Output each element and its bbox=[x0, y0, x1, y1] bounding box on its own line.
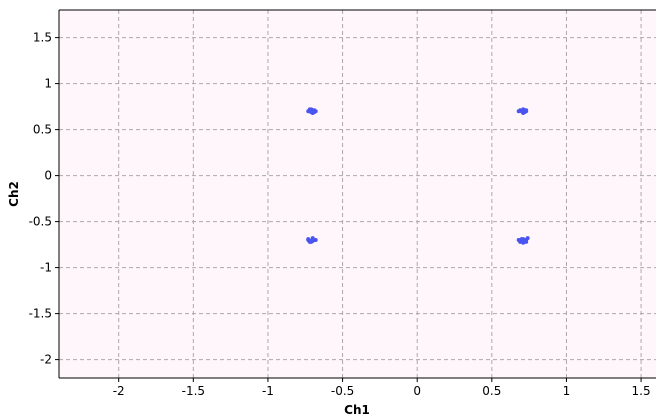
data-point bbox=[522, 109, 527, 114]
data-point bbox=[309, 239, 314, 244]
x-tick-label: 0.5 bbox=[482, 384, 501, 398]
y-tick-label: -0.5 bbox=[29, 215, 52, 229]
y-tick-label: -1 bbox=[40, 261, 52, 275]
y-tick-label: -1.5 bbox=[29, 307, 52, 321]
x-tick-label: -1.5 bbox=[182, 384, 205, 398]
grid-lines bbox=[59, 10, 656, 378]
x-tick-label: -0.5 bbox=[331, 384, 354, 398]
data-point bbox=[516, 238, 521, 242]
y-tick-label: -2 bbox=[40, 353, 52, 367]
plot-background bbox=[59, 10, 656, 378]
x-tick-label: 1 bbox=[563, 384, 571, 398]
y-axis-label: Ch2 bbox=[7, 181, 21, 207]
data-point bbox=[312, 238, 317, 242]
x-axis-ticks: -2 -1.5 -1 -0.5 0 0.5 1 1.5 bbox=[113, 378, 651, 398]
x-tick-label: -2 bbox=[113, 384, 125, 398]
x-tick-label: 0 bbox=[413, 384, 421, 398]
data-point bbox=[516, 109, 521, 114]
data-point bbox=[307, 107, 312, 112]
x-axis-label: Ch1 bbox=[344, 403, 370, 417]
x-tick-label: -1 bbox=[262, 384, 274, 398]
data-points bbox=[306, 107, 530, 245]
y-tick-label: 0.5 bbox=[33, 123, 52, 137]
y-tick-label: 1 bbox=[44, 77, 52, 91]
y-tick-label: 1.5 bbox=[33, 31, 52, 45]
data-point bbox=[306, 237, 311, 242]
data-point bbox=[310, 109, 315, 114]
x-tick-label: 1.5 bbox=[632, 384, 651, 398]
y-axis-ticks: 1.5 1 0.5 0 -0.5 -1 -1.5 -2 bbox=[29, 31, 59, 367]
y-tick-label: 0 bbox=[44, 169, 52, 183]
data-point bbox=[522, 238, 527, 242]
